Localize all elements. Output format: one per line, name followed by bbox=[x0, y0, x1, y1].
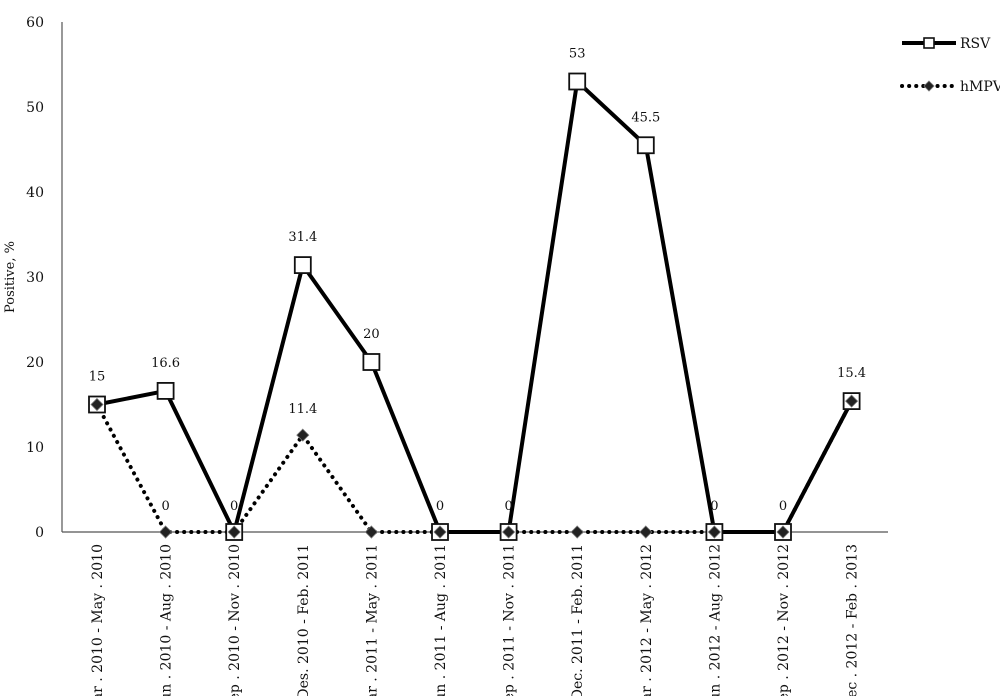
data-label-rsv: 0 bbox=[710, 499, 718, 514]
series-line-rsv bbox=[96, 79, 854, 534]
data-label-rsv: 31.4 bbox=[288, 230, 317, 245]
y-tick-label: 10 bbox=[26, 440, 44, 456]
data-label-rsv: 20 bbox=[363, 327, 380, 342]
marker-hmpv bbox=[707, 525, 721, 539]
x-tick-label: Dec. 2011 - Feb. 2011 bbox=[570, 544, 586, 696]
x-tick-label: Mar . 2012 - May . 2012 bbox=[639, 544, 655, 696]
y-tick-label: 0 bbox=[35, 525, 44, 541]
marker-hmpv bbox=[502, 525, 516, 539]
marker-rsv bbox=[568, 72, 587, 91]
legend: RSV hMPV bbox=[900, 36, 1000, 95]
x-tick-label: Des. 2010 - Feb. 2011 bbox=[296, 544, 312, 696]
x-tick-label: Mar . 2011 - May . 2011 bbox=[364, 544, 380, 696]
marker-hmpv bbox=[364, 525, 378, 539]
axes: 0 10 20 30 40 50 60 Positive, % Mar . 2010 - May… bbox=[3, 15, 888, 696]
x-tick-label: Jun . 2010 - Aug . 2010 bbox=[159, 544, 175, 696]
y-tick-label: 20 bbox=[26, 355, 44, 371]
x-tick-label: Dec . 2012 - Feb . 2013 bbox=[845, 544, 861, 696]
y-tick-label: 60 bbox=[26, 15, 44, 31]
marker-hmpv bbox=[639, 525, 653, 539]
marker-rsv bbox=[362, 353, 381, 371]
data-label-hmpv: 0 bbox=[161, 499, 169, 514]
series-line-hmpv bbox=[95, 399, 854, 534]
marker-hmpv bbox=[296, 428, 310, 442]
marker-rsv bbox=[156, 381, 175, 400]
marker-hmpv bbox=[570, 525, 584, 539]
data-label-rsv: 15.4 bbox=[837, 366, 866, 381]
x-tick-label: Sep . 2012 - Nov . 2012 bbox=[776, 544, 792, 696]
data-label-rsv: 0 bbox=[504, 499, 512, 514]
legend-label-rsv: RSV bbox=[960, 36, 991, 52]
x-tick-label: Jun . 2011 - Aug . 2011 bbox=[433, 544, 449, 696]
markers bbox=[88, 72, 861, 541]
data-label-rsv: 45.5 bbox=[631, 110, 660, 125]
data-label-hmpv: 11.4 bbox=[288, 402, 317, 417]
y-axis-title: Positive, % bbox=[3, 241, 18, 313]
x-tick-label: Sep . 2010 - Nov . 2010 bbox=[227, 544, 243, 696]
legend-marker-rsv bbox=[923, 37, 935, 49]
data-label-rsv: 53 bbox=[569, 47, 586, 62]
x-tick-label: Mar . 2010 - May . 2010 bbox=[90, 544, 106, 696]
x-tick-label: Sep . 2011 - Nov . 2011 bbox=[502, 544, 518, 696]
marker-hmpv bbox=[776, 525, 790, 539]
x-tick-label: Jun . 2012 - Aug . 2012 bbox=[707, 544, 723, 696]
y-tick-label: 30 bbox=[26, 270, 44, 286]
marker-hmpv bbox=[90, 397, 104, 412]
marker-hmpv bbox=[159, 525, 173, 539]
marker-rsv bbox=[293, 256, 312, 275]
legend-label-hmpv: hMPV bbox=[960, 79, 1000, 95]
data-label-rsv: 16.6 bbox=[151, 356, 180, 371]
y-tick-label: 40 bbox=[26, 185, 44, 201]
data-label-rsv: 0 bbox=[779, 499, 787, 514]
marker-hmpv bbox=[433, 525, 447, 539]
data-label-rsv: 0 bbox=[436, 499, 444, 514]
data-label-rsv: 0 bbox=[230, 499, 238, 514]
marker-rsv bbox=[636, 136, 655, 155]
data-labels: 15 16.6 0 31.4 20 0 0 53 45.5 0 0 15.4 0 11.4 bbox=[89, 47, 866, 515]
y-tick-label: 50 bbox=[26, 100, 44, 116]
marker-hmpv bbox=[845, 394, 859, 408]
data-label-rsv: 15 bbox=[89, 370, 106, 385]
marker-hmpv bbox=[227, 525, 241, 539]
legend-marker-hmpv bbox=[923, 80, 935, 92]
series-lines bbox=[95, 79, 854, 534]
